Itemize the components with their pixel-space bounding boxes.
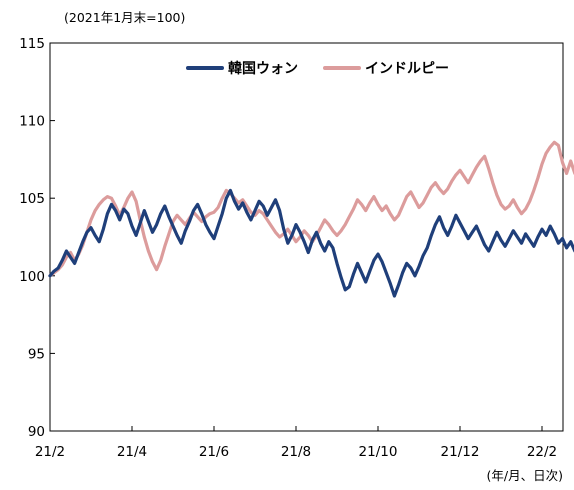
y-tick-label: 95: [28, 346, 45, 362]
x-tick-label: 21/8: [281, 444, 311, 460]
x-tick-label: 21/6: [199, 444, 229, 460]
y-tick-label: 100: [19, 269, 45, 285]
legend-label: 韓国ウォン: [228, 60, 298, 77]
legend-label: インドルピー: [365, 61, 449, 77]
x-tick-label: 21/12: [441, 444, 480, 460]
plot-frame: [49, 42, 564, 432]
y-tick-label: 105: [19, 191, 45, 207]
x-axis: 21/2 21/4 21/6 21/8 21/10 21/12 22/2: [35, 426, 557, 460]
x-axis-unit-label: (年/月、日次): [487, 468, 563, 483]
chart-subtitle: (2021年1月末=100): [64, 10, 185, 25]
y-axis: 90 95 100 105 110 115: [19, 36, 55, 440]
series-line: [48, 140, 574, 278]
x-tick-label: 21/2: [35, 444, 65, 460]
y-tick-label: 90: [28, 424, 45, 440]
x-tick-label: 22/2: [527, 444, 557, 460]
series-line: [48, 188, 574, 298]
legend: 韓国ウォン インドルピー: [186, 60, 449, 77]
y-tick-label: 115: [19, 36, 45, 52]
x-tick-label: 21/4: [117, 444, 147, 460]
y-tick-label: 110: [19, 114, 45, 130]
x-tick-label: 21/10: [359, 444, 398, 460]
series-lines: [48, 140, 574, 298]
